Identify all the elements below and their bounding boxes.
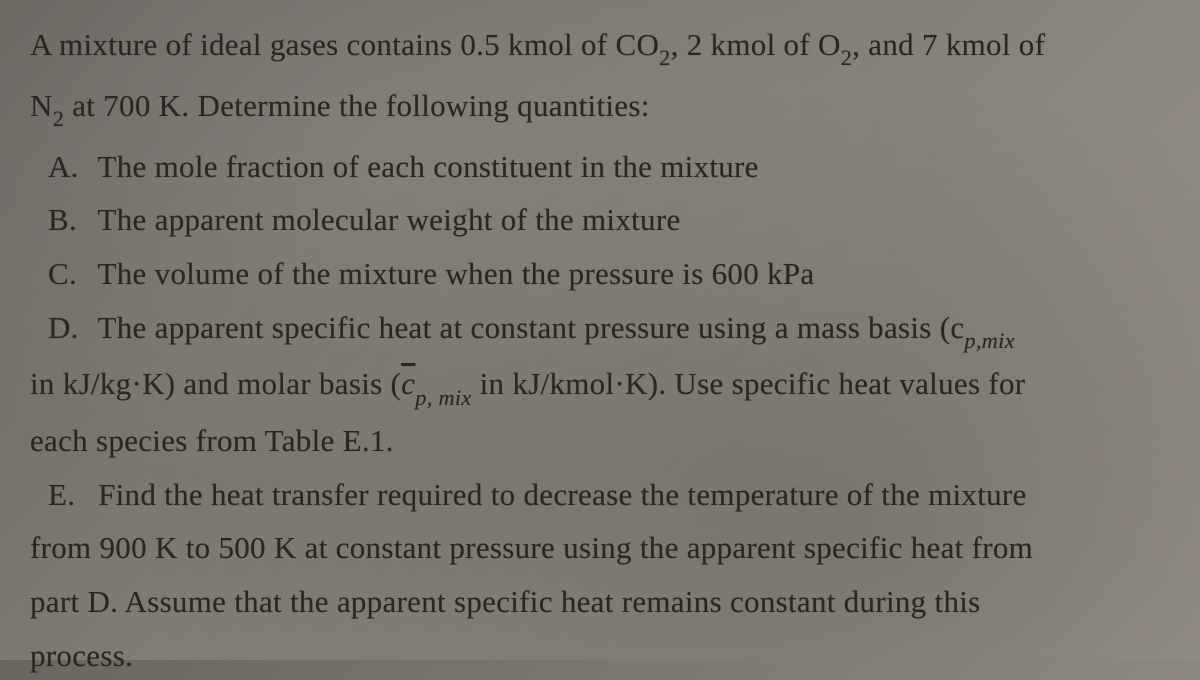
item-c-text: The volume of the mixture when the press… [98, 256, 815, 291]
question-list-e: E. Find the heat transfer required to de… [30, 470, 1170, 520]
item-e-line3: part D. Assume that the apparent specifi… [30, 577, 1170, 627]
item-b: B. The apparent molecular weight of the … [48, 195, 1170, 245]
item-d-line2: in kJ/kg·K) and molar basis (cp, mix in … [30, 359, 1170, 412]
intro-text-3: , and 7 kmol of [852, 27, 1045, 62]
item-c-label: C. [48, 249, 90, 299]
item-d-label: D. [48, 303, 90, 353]
problem-intro-line2: N2 at 700 K. Determine the following qua… [30, 81, 1170, 134]
item-d: D. The apparent specific heat at constan… [48, 303, 1170, 356]
item-e-line4: process. [30, 631, 1170, 680]
o2-subscript: 2 [841, 45, 852, 70]
item-d-line2-post: in kJ/kmol·K). Use specific heat values … [472, 366, 1026, 401]
n2-prefix: N [30, 88, 53, 123]
item-a: A. The mole fraction of each constituent… [48, 142, 1170, 192]
question-list: A. The mole fraction of each constituent… [30, 142, 1170, 356]
item-d-line3: each species from Table E.1. [30, 416, 1170, 466]
item-b-label: B. [48, 195, 90, 245]
item-d-text-pre: The apparent specific heat at constant p… [98, 310, 965, 345]
cp-mix-subscript-1: p,mix [964, 328, 1014, 353]
intro-text-1: A mixture of ideal gases contains 0.5 km… [30, 27, 659, 62]
problem-intro: A mixture of ideal gases contains 0.5 km… [30, 20, 1170, 73]
item-c: C. The volume of the mixture when the pr… [48, 249, 1170, 299]
intro-text-2: , 2 kmol of O [671, 27, 841, 62]
n2-subscript: 2 [53, 106, 64, 131]
item-e-label: E. [48, 470, 90, 520]
co2-subscript: 2 [659, 45, 670, 70]
item-b-text: The apparent molecular weight of the mix… [98, 202, 681, 237]
item-e-line2: from 900 K to 500 K at constant pressure… [30, 523, 1170, 573]
item-a-label: A. [48, 142, 90, 192]
c-bar: c [401, 366, 415, 401]
item-a-text: The mole fraction of each constituent in… [98, 149, 759, 184]
item-e: E. Find the heat transfer required to de… [48, 470, 1170, 520]
item-e-text: Find the heat transfer required to decre… [98, 477, 1027, 512]
intro-line2-text: at 700 K. Determine the following quanti… [64, 88, 649, 123]
problem-content: A mixture of ideal gases contains 0.5 km… [30, 20, 1170, 680]
item-d-line2-pre: in kJ/kg·K) and molar basis ( [30, 366, 401, 401]
cp-mix-subscript-2: p, mix [415, 385, 471, 410]
